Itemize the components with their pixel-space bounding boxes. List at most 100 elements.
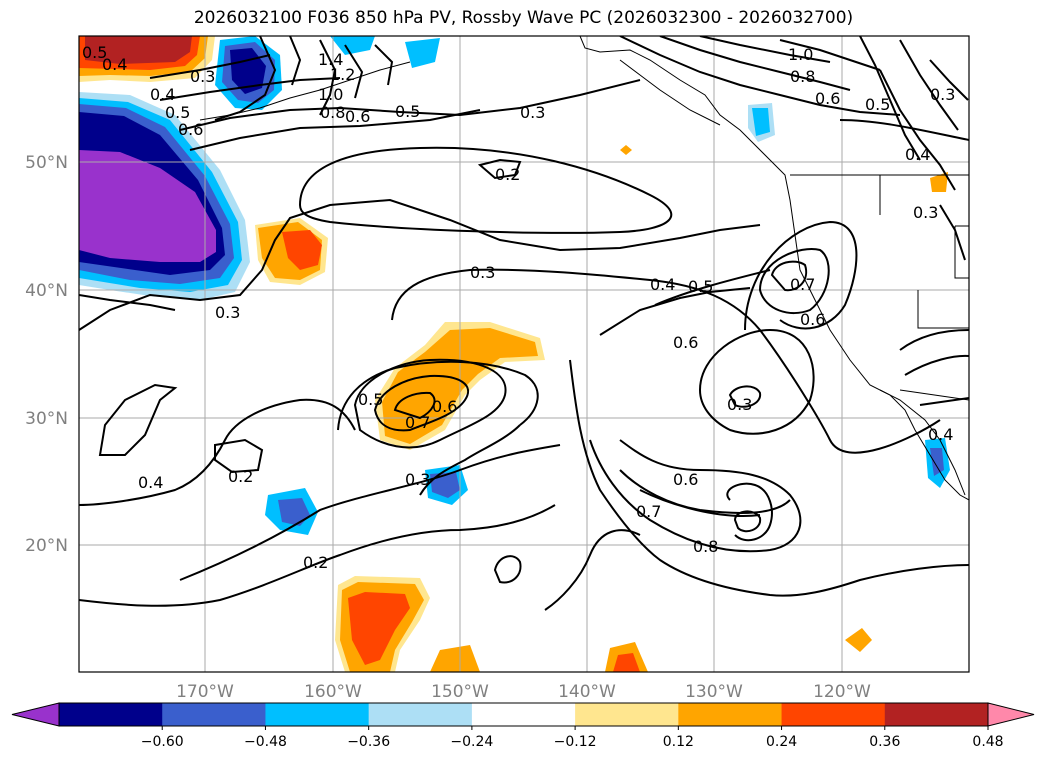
contour-label: 0.3 bbox=[520, 103, 545, 122]
contour-label: 0.4 bbox=[928, 425, 953, 444]
shade-cold-sw bbox=[278, 498, 310, 526]
contour-label: 0.6 bbox=[178, 120, 203, 139]
shade-cold-patch bbox=[405, 38, 440, 68]
shade-warm-nw bbox=[85, 36, 192, 64]
map-frame bbox=[78, 35, 970, 673]
contour-label: 0.5 bbox=[165, 103, 190, 122]
lon-label: 120°W bbox=[813, 682, 871, 702]
colorbar-extend-low bbox=[11, 702, 60, 727]
contour-label: 0.5 bbox=[395, 102, 420, 121]
shade-warm-dot bbox=[930, 172, 948, 192]
shade-warm-south bbox=[348, 592, 410, 665]
colorbar-segment bbox=[884, 703, 989, 726]
shade-warm-blob bbox=[282, 230, 322, 270]
contour-label: 0.6 bbox=[345, 107, 370, 126]
contour-label: 0.6 bbox=[673, 333, 698, 352]
lat-label: 50°N bbox=[25, 153, 68, 173]
colorbar-segment bbox=[368, 703, 473, 726]
shade-cold-coast bbox=[930, 448, 944, 476]
colorbar-tick-label: 0.48 bbox=[972, 734, 1003, 750]
contour-label: 0.4 bbox=[150, 85, 175, 104]
colorbar-tick-label: −0.24 bbox=[450, 734, 493, 750]
lat-labels: 50°N 40°N 30°N 20°N bbox=[25, 153, 68, 556]
contour-label-group: 0.5 0.4 0.3 0.4 0.5 0.6 1.4 1.2 1.0 0.8 … bbox=[82, 43, 955, 572]
contour-label: 1.0 bbox=[788, 45, 813, 64]
colorbar-tick-label: 0.24 bbox=[766, 734, 797, 750]
contour-label: 0.6 bbox=[673, 470, 698, 489]
contour-label: 0.7 bbox=[405, 413, 430, 432]
colorbar: −0.60 −0.48 −0.36 −0.24 −0.12 0.12 0.24 0.36 0.4… bbox=[11, 702, 1035, 750]
shade-cold-w bbox=[79, 150, 216, 262]
shading-layer bbox=[79, 36, 950, 672]
contour-label: 0.6 bbox=[800, 310, 825, 329]
lat-label: 20°N bbox=[25, 536, 68, 556]
contour-label: 0.2 bbox=[495, 165, 520, 184]
contour-lines bbox=[79, 36, 969, 611]
contour-label: 0.2 bbox=[228, 467, 253, 486]
lat-label: 40°N bbox=[25, 281, 68, 301]
contour-label: 0.4 bbox=[650, 275, 675, 294]
lon-label: 160°W bbox=[304, 682, 362, 702]
shade-cold-s bbox=[430, 472, 460, 498]
contour-label: 0.3 bbox=[190, 67, 215, 86]
colorbar-extend-high bbox=[987, 702, 1035, 727]
colorbar-segment bbox=[265, 703, 370, 726]
contour-label: 0.8 bbox=[790, 67, 815, 86]
contour-label: 0.6 bbox=[815, 89, 840, 108]
colorbar-tick-label: −0.60 bbox=[141, 734, 184, 750]
contour-label: 0.3 bbox=[405, 470, 430, 489]
lon-labels: 170°W 160°W 150°W 140°W 130°W 120°W bbox=[176, 682, 871, 702]
colorbar-ticks: −0.60 −0.48 −0.36 −0.24 −0.12 0.12 0.24 0.36 0.4… bbox=[141, 726, 1004, 750]
colorbar-tick-label: −0.48 bbox=[244, 734, 287, 750]
colorbar-segment bbox=[162, 703, 266, 726]
colorbar-tick-label: −0.36 bbox=[347, 734, 390, 750]
shade-cold-patch bbox=[330, 36, 375, 55]
shade-warm-south bbox=[430, 645, 480, 672]
contour-label: 0.3 bbox=[470, 263, 495, 282]
contour-label: 0.4 bbox=[102, 55, 127, 74]
colorbar-tick-label: 0.12 bbox=[663, 734, 694, 750]
lon-label: 130°W bbox=[685, 682, 743, 702]
map-title: 2026032100 F036 850 hPa PV, Rossby Wave … bbox=[193, 8, 854, 28]
contour-label: 0.6 bbox=[432, 397, 457, 416]
contour-label: 0.5 bbox=[688, 277, 713, 296]
colorbar-segment bbox=[678, 703, 783, 726]
colorbar-tick-label: 0.36 bbox=[869, 734, 900, 750]
shade-warm-south bbox=[613, 653, 640, 672]
contour-label: 0.2 bbox=[303, 553, 328, 572]
lat-label: 30°N bbox=[25, 409, 68, 429]
shade-warm-dot bbox=[620, 145, 632, 155]
contour-label: 1.2 bbox=[330, 65, 355, 84]
contour-label: 0.3 bbox=[727, 395, 752, 414]
contour-label: 0.5 bbox=[865, 95, 890, 114]
shade-warm-dot bbox=[845, 628, 872, 652]
contour-label: 1.4 bbox=[318, 50, 343, 69]
contour-label: 0.3 bbox=[215, 303, 240, 322]
colorbar-segments bbox=[11, 702, 1035, 727]
shade-cold-n bbox=[230, 48, 266, 94]
colorbar-segment bbox=[59, 703, 163, 726]
colorbar-segment bbox=[471, 703, 576, 726]
contour-label: 1.0 bbox=[318, 85, 343, 104]
contour-label: 0.7 bbox=[636, 502, 661, 521]
contour-label: 0.3 bbox=[913, 203, 938, 222]
lon-label: 140°W bbox=[558, 682, 616, 702]
colorbar-tick-label: −0.12 bbox=[554, 734, 597, 750]
lon-label: 150°W bbox=[431, 682, 489, 702]
contour-label: 0.7 bbox=[790, 275, 815, 294]
contour-label: 0.4 bbox=[905, 145, 930, 164]
contour-label: 0.5 bbox=[82, 43, 107, 62]
contour-label: 0.8 bbox=[320, 103, 345, 122]
colorbar-segment bbox=[781, 703, 886, 726]
gridlines bbox=[79, 36, 969, 672]
coastlines bbox=[199, 36, 969, 501]
colorbar-segment bbox=[575, 703, 679, 726]
lon-label: 170°W bbox=[176, 682, 234, 702]
contour-label: 0.5 bbox=[358, 390, 383, 409]
shade-cold-patch bbox=[752, 108, 770, 136]
colorbar-outline bbox=[58, 702, 989, 727]
contour-label: 0.4 bbox=[138, 473, 163, 492]
contour-label: 0.8 bbox=[693, 537, 718, 556]
contour-label: 0.3 bbox=[930, 85, 955, 104]
